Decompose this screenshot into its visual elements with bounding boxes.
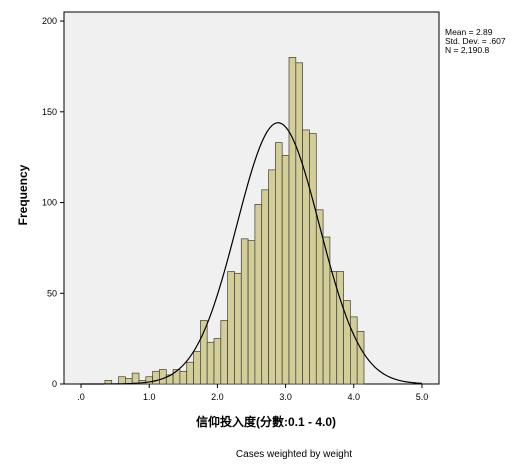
stats-n: N = 2,190.8: [445, 45, 489, 55]
histogram-bar: [193, 350, 201, 385]
histogram-bar: [329, 271, 338, 385]
histogram-bar: [240, 238, 249, 385]
histogram-bar: [336, 271, 344, 385]
stats-std-dev: Std. Dev. = .607: [445, 36, 506, 46]
normal-curve: [81, 122, 422, 385]
histogram-bar: [179, 370, 188, 385]
bars-layer: [104, 57, 365, 385]
histogram-bar: [261, 189, 269, 385]
histogram-bar: [288, 57, 297, 385]
histogram-bar: [281, 155, 290, 385]
x-tick-label: 2.0: [211, 392, 224, 402]
histogram-bar: [145, 376, 153, 385]
histogram-bar: [268, 169, 276, 385]
histogram-bar: [186, 361, 194, 385]
x-tick-label: 1.0: [143, 392, 156, 402]
x-axis-label: 信仰投入度(分數:0.1 - 4.0): [196, 414, 336, 429]
histogram-bar: [309, 133, 317, 385]
histogram-bar: [206, 341, 215, 385]
y-axis-label: Frequency: [16, 164, 30, 225]
x-tick-label: 5.0: [416, 392, 429, 402]
histogram-bar: [350, 316, 358, 385]
histogram-bar: [213, 338, 222, 385]
histogram-bar: [295, 62, 303, 385]
y-tick-label: 0: [52, 379, 57, 389]
histogram-bar: [247, 240, 256, 385]
stats-mean: Mean = 2.89: [445, 27, 493, 37]
y-tick-label: 50: [47, 288, 57, 298]
footnote: Cases weighted by weight: [236, 449, 352, 460]
y-tick-label: 150: [42, 107, 57, 117]
y-axis: 0 50 100 150 200: [42, 16, 64, 389]
histogram-bar: [234, 272, 242, 385]
x-tick-label: 3.0: [279, 392, 292, 402]
histogram-bar: [275, 142, 283, 385]
histogram-bar: [356, 331, 365, 385]
histogram-bar: [152, 370, 160, 385]
histogram-bar: [118, 376, 126, 385]
x-tick-label: .0: [77, 392, 85, 402]
histogram-bar: [131, 372, 140, 385]
histogram-bar: [227, 271, 235, 385]
x-axis: .0 1.0 2.0 3.0 4.0 5.0: [77, 384, 428, 402]
histogram-bar: [200, 320, 208, 385]
histogram-bar: [254, 204, 263, 385]
x-tick-label: 4.0: [348, 392, 361, 402]
y-tick-label: 200: [42, 16, 57, 26]
histogram-bar: [159, 369, 167, 385]
y-tick-label: 100: [42, 198, 57, 208]
histogram-bar: [220, 320, 228, 385]
